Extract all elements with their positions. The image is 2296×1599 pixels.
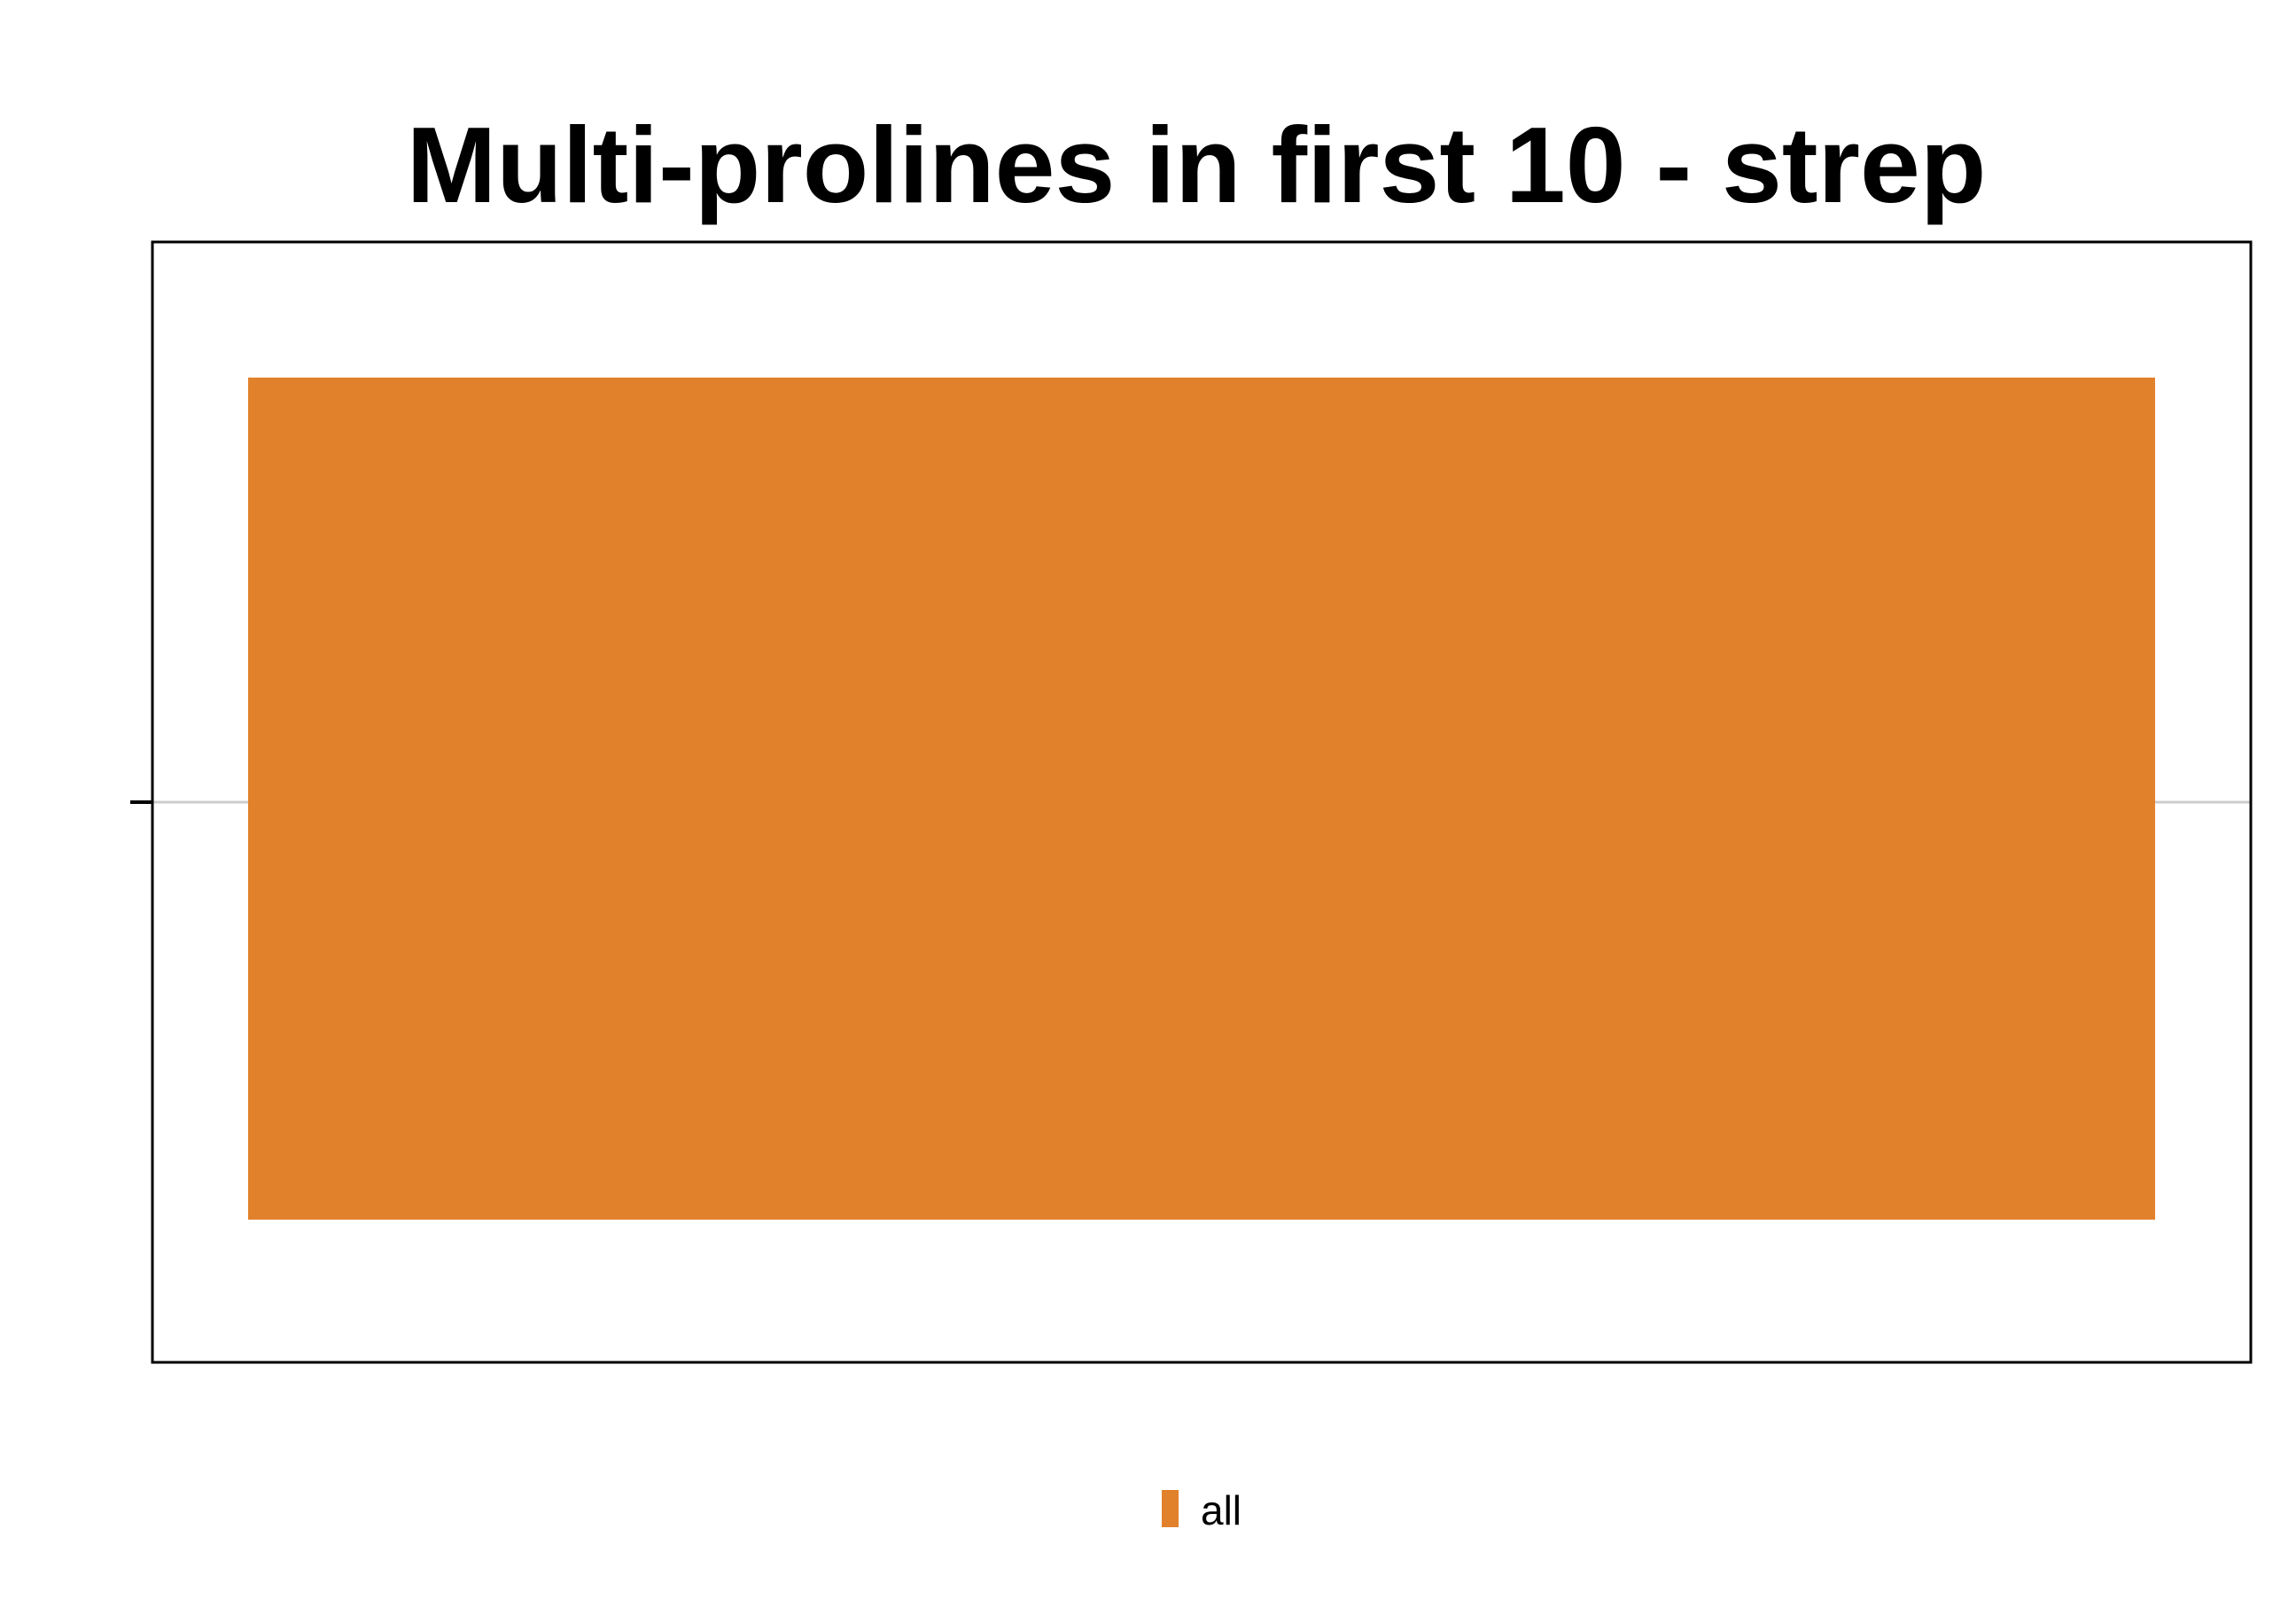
- bars: [248, 378, 2155, 1220]
- plot-area: [130, 240, 2253, 1364]
- legend-swatch-all: [1162, 1490, 1179, 1527]
- chart-title: Multi-prolines in first 10 - strep: [407, 105, 1987, 225]
- legend: all: [1162, 1487, 1241, 1533]
- legend-label-all: all: [1201, 1487, 1241, 1533]
- bar-all-0: [248, 378, 2155, 1220]
